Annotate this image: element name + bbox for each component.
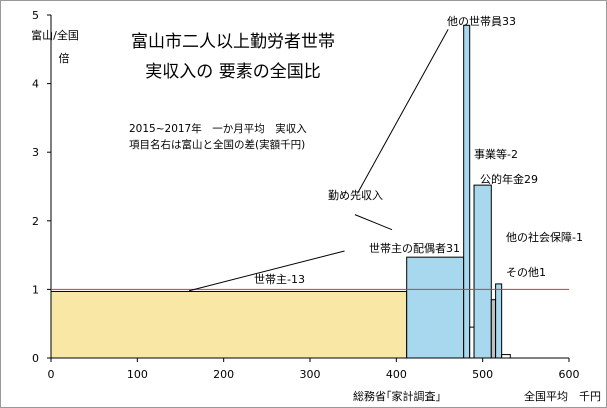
chart-note-line1: 2015~2017年 一か月平均 実収入 xyxy=(129,122,307,135)
y-tick-label: 2 xyxy=(32,215,39,228)
y-axis-unit: 倍 xyxy=(59,51,70,65)
bar-label-hoka-setaiin: 他の世帯員33 xyxy=(447,15,516,28)
chart-title-line1: 富山市二人以上勤労者世帯 xyxy=(131,32,335,52)
chart-note-line2: 項目名右は富山と全国の差(実額千円) xyxy=(129,138,305,151)
x-tick-label: 600 xyxy=(559,368,580,381)
x-tick-label: 300 xyxy=(300,368,321,381)
x-tick-label: 0 xyxy=(48,368,55,381)
x-axis-label: 全国平均 千円 xyxy=(524,389,601,403)
y-axis-label: 富山/全国 xyxy=(31,28,79,42)
bar-label-setainushi: 世帯主-13 xyxy=(254,273,305,286)
y-tick-label: 3 xyxy=(32,146,39,159)
bar-label-koteki-nenkin: 公的年金29 xyxy=(480,172,538,186)
bar-2 xyxy=(463,24,471,359)
bar-label-haigusha: 世帯主の配偶者31 xyxy=(369,242,460,255)
bar-label-hoka-shakaihosho: 他の社会保障-1 xyxy=(506,230,583,244)
source-note: 総務省｢家計調査｣ xyxy=(353,389,441,403)
bar-0 xyxy=(50,290,408,359)
x-tick-label: 200 xyxy=(213,368,234,381)
bar-1 xyxy=(406,256,465,359)
x-tick-label: 100 xyxy=(127,368,148,381)
group-label-kinmesaki: 勤め先収入 xyxy=(328,189,383,202)
y-tick-label: 1 xyxy=(32,283,39,296)
chart-title-line2: 実収入の 要素の全国比 xyxy=(145,62,320,82)
x-tick-label: 500 xyxy=(472,368,493,381)
x-tick-label: 400 xyxy=(386,368,407,381)
bar-5 xyxy=(490,299,497,359)
y-tick-label: 5 xyxy=(32,9,39,22)
y-tick-label: 4 xyxy=(32,78,39,91)
y-tick-label: 0 xyxy=(32,352,39,365)
bar-label-sonota: その他1 xyxy=(506,266,546,279)
leader-group-to-hoka-setaiin xyxy=(357,29,449,194)
leader-group-to-haigusha xyxy=(354,214,393,231)
bar-6 xyxy=(495,283,503,359)
bar-7 xyxy=(501,354,511,359)
bar-label-jigyo: 事業等-2 xyxy=(474,147,518,161)
leader-group-to-setainushi xyxy=(189,250,345,292)
bar-4 xyxy=(473,184,492,359)
bar-3 xyxy=(469,326,475,359)
